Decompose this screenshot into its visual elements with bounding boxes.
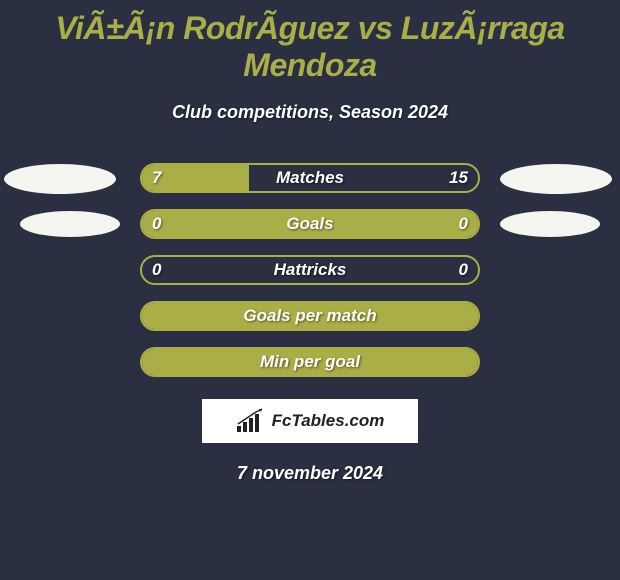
stat-bar: Goals per match [140, 301, 480, 331]
comparison-subtitle: Club competitions, Season 2024 [0, 102, 620, 123]
stat-row-hattricks: 0 Hattricks 0 [0, 255, 620, 301]
fctables-chart-icon [236, 408, 266, 434]
stat-label: Hattricks [142, 257, 478, 283]
stat-row-goals-per-match: Goals per match [0, 301, 620, 347]
chart-area: 7 Matches 15 0 Goals 0 0 Hattricks 0 [0, 163, 620, 393]
avatar-ellipse-right [500, 211, 600, 237]
date-text: 7 november 2024 [0, 463, 620, 484]
stat-value-right: 15 [449, 165, 468, 191]
avatar-ellipse-left [20, 211, 120, 237]
stat-label: Matches [142, 165, 478, 191]
stat-row-min-per-goal: Min per goal [0, 347, 620, 393]
avatar-ellipse-left [4, 164, 116, 194]
avatar-ellipse-right [500, 164, 612, 194]
stat-bar: Min per goal [140, 347, 480, 377]
stat-row-goals: 0 Goals 0 [0, 209, 620, 255]
comparison-title: ViÃ±Ã¡n RodrÃ­guez vs LuzÃ¡rraga Mendoza [0, 0, 620, 84]
attribution-logo-box: FcTables.com [202, 399, 418, 443]
attribution-text: FcTables.com [272, 411, 385, 431]
stat-bar: 7 Matches 15 [140, 163, 480, 193]
stat-label: Goals per match [142, 303, 478, 329]
stat-bar: 0 Goals 0 [140, 209, 480, 239]
stat-label: Min per goal [142, 349, 478, 375]
stat-value-right: 0 [459, 257, 468, 283]
stat-label: Goals [142, 211, 478, 237]
stat-value-right: 0 [459, 211, 468, 237]
stat-row-matches: 7 Matches 15 [0, 163, 620, 209]
stat-bar: 0 Hattricks 0 [140, 255, 480, 285]
